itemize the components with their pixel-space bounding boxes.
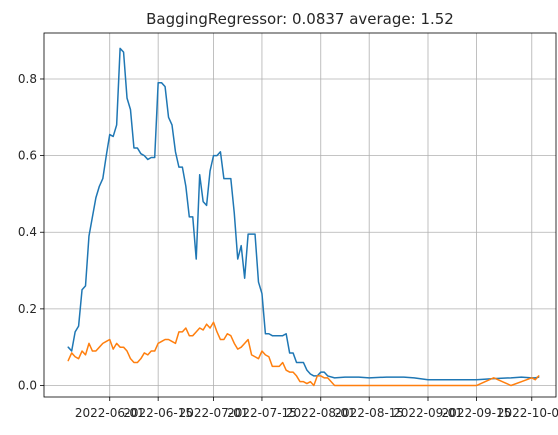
series-line-2 xyxy=(67,321,540,387)
grid xyxy=(44,33,556,397)
y-axis-ticks: 0.0 0.2 0.4 0.6 0.8 xyxy=(18,72,44,393)
x-tick-label: 2022-10-01 xyxy=(497,406,558,420)
x-tick-label: 2022-08-01 xyxy=(286,406,356,420)
chart-title: BaggingRegressor: 0.0837 average: 1.52 xyxy=(146,10,454,28)
x-tick-label: 2022-07-01 xyxy=(179,406,249,420)
x-tick-label: 2022-07-15 xyxy=(227,406,297,420)
series-group xyxy=(67,47,540,387)
y-tick-label: 0.2 xyxy=(18,302,37,316)
series-line-1 xyxy=(67,47,540,381)
x-tick-label: 2022-09-15 xyxy=(442,406,512,420)
y-tick-label: 0.6 xyxy=(18,149,37,163)
axes-frame xyxy=(43,32,557,398)
x-tick-label: 2022-06-01 xyxy=(75,406,145,420)
x-tick-label: 2022-06-15 xyxy=(123,406,193,420)
y-tick-label: 0.0 xyxy=(18,379,37,393)
y-tick-label: 0.8 xyxy=(18,72,37,86)
x-tick-label: 2022-08-15 xyxy=(334,406,404,420)
y-tick-label: 0.4 xyxy=(18,225,37,239)
x-axis-ticks: 2022-06-012022-06-152022-07-012022-07-15… xyxy=(75,397,558,420)
x-tick-label: 2022-09-01 xyxy=(393,406,463,420)
